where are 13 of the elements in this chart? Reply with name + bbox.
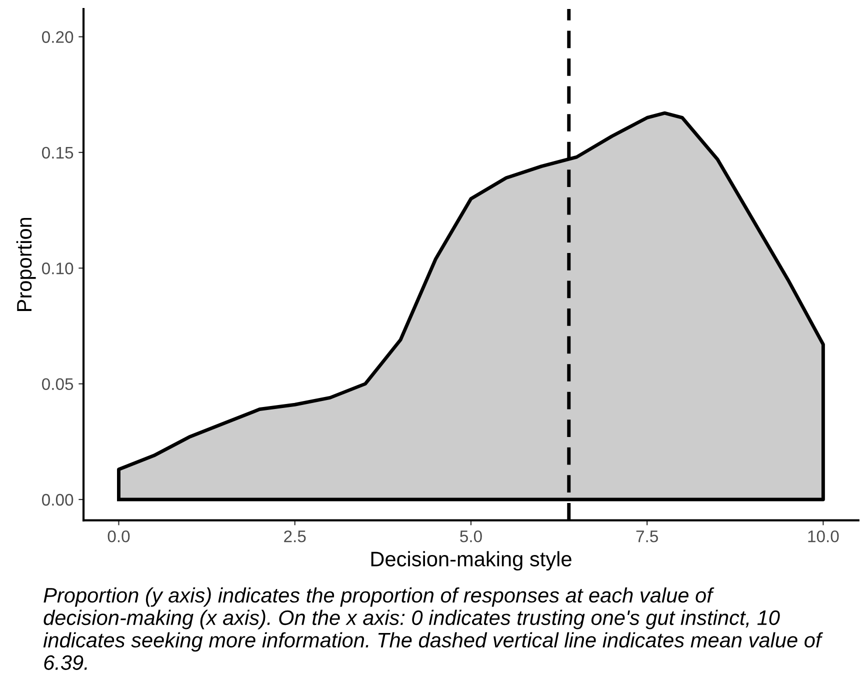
y-tick-label: 0.05 bbox=[42, 378, 74, 390]
y-tick-label: 0.15 bbox=[42, 146, 74, 159]
x-tick-label: 5.0 bbox=[460, 530, 482, 542]
text: Proportion (y axis) indicates the proportion of responses at each value of decision-making (x axis). On the x axis: 0 indicates trusting one's gut instinct, 10 indicates seeking more information. The dashed vertical line indicates mean value of 6.39. bbox=[43, 587, 824, 670]
x-tick-label: 10.0 bbox=[808, 530, 839, 542]
y-tick-label: 0.00 bbox=[42, 494, 74, 506]
x-tick-label: 0.0 bbox=[108, 530, 130, 542]
x-axis-title: Decision-making style bbox=[371, 551, 572, 571]
y-tick-label: 0.10 bbox=[42, 262, 74, 274]
x-tick-label: 2.5 bbox=[284, 530, 306, 542]
y-axis-title: Proportion bbox=[16, 218, 36, 311]
x-tick-label: 7.5 bbox=[636, 530, 658, 542]
y-tick-label: 0.20 bbox=[42, 31, 74, 43]
